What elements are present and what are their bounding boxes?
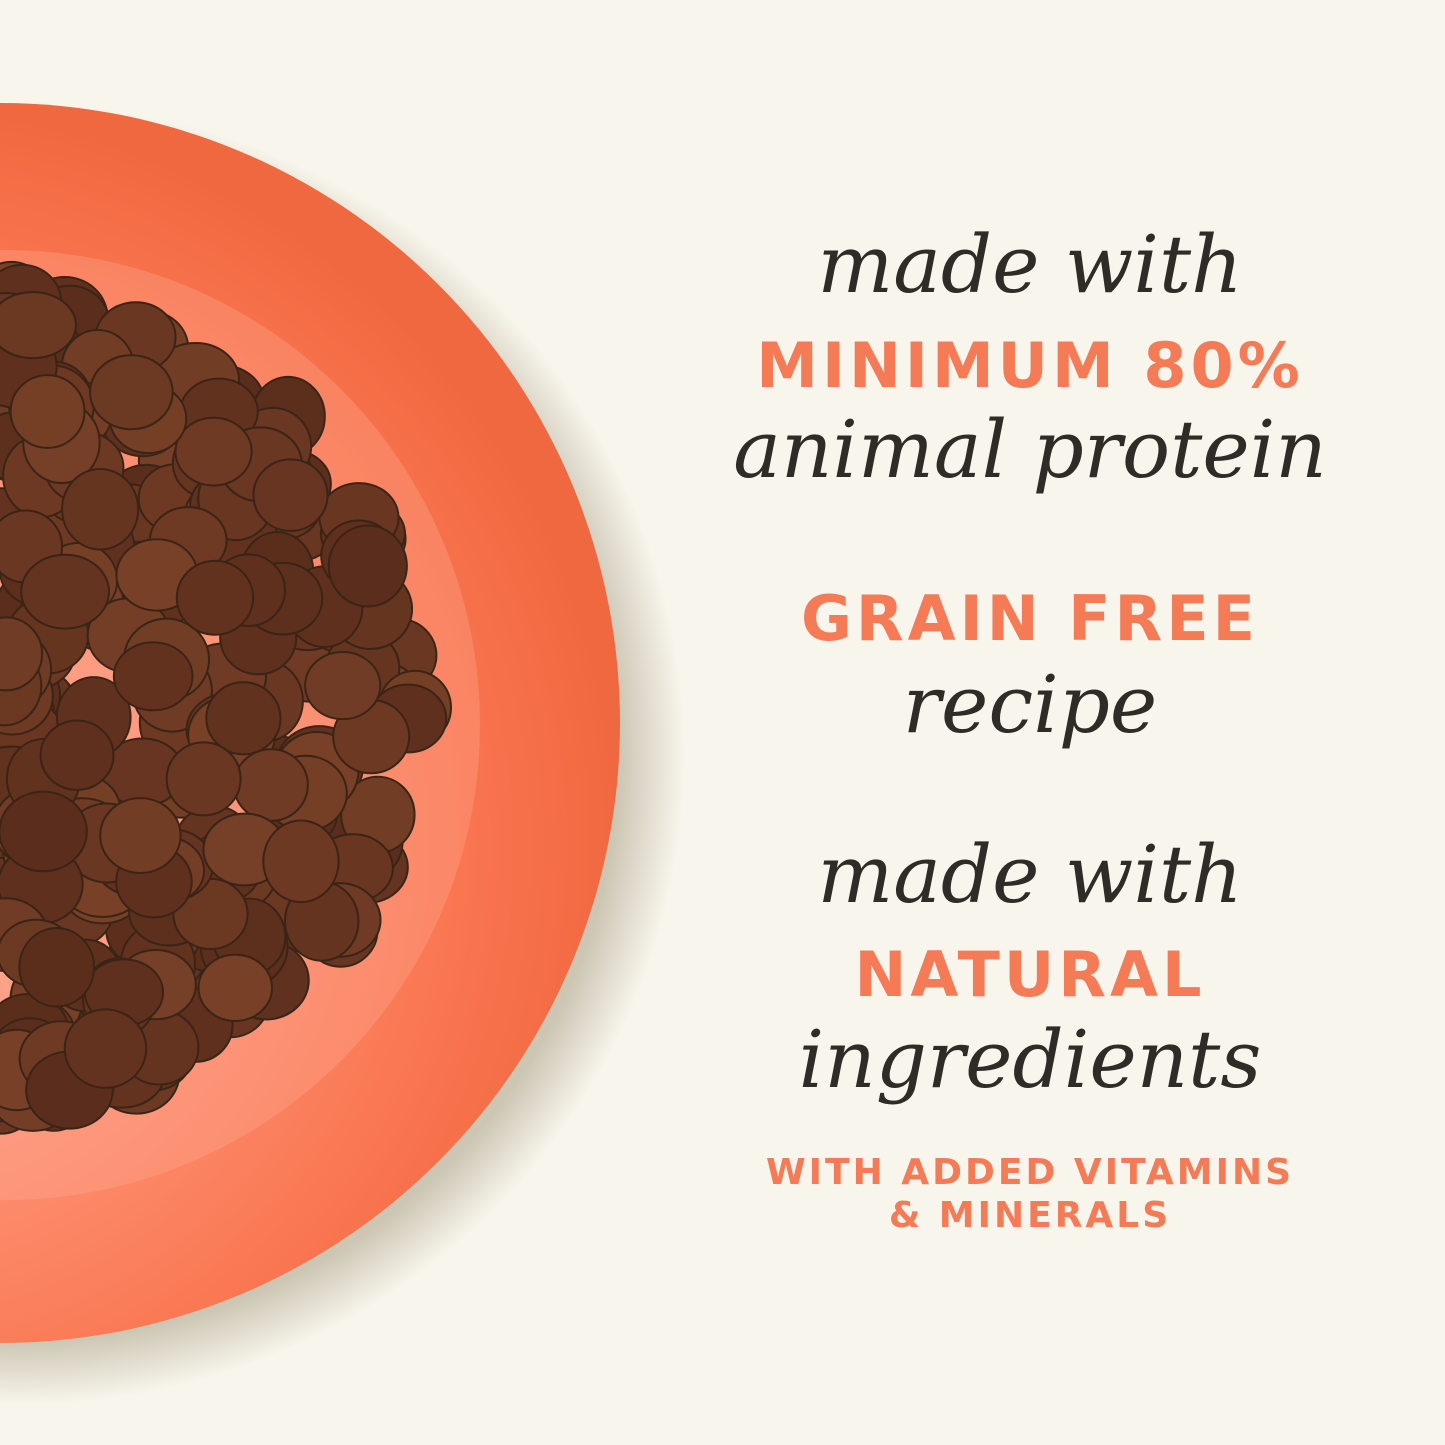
kibble-piece <box>20 553 111 630</box>
kibble-piece <box>112 641 194 712</box>
kibble-piece <box>89 354 174 431</box>
claim3-note-line2: & MINERALS <box>888 1195 1172 1236</box>
claim3-script-bottom: ingredients <box>798 1013 1262 1106</box>
kibble-piece <box>0 790 88 873</box>
kibble-piece <box>197 953 274 1022</box>
kibble-piece <box>0 616 44 692</box>
claim1-caps: MINIMUM 80% <box>756 329 1304 402</box>
kibble-piece <box>9 374 86 449</box>
claim2-script-bottom: recipe <box>902 658 1158 751</box>
claim3-script-top: made with <box>817 828 1243 921</box>
kibble-pile <box>0 260 452 1135</box>
kibble-piece <box>99 797 182 874</box>
kibble-piece <box>165 741 242 817</box>
kibble-piece <box>205 681 282 756</box>
kibble-piece <box>61 468 140 551</box>
claim3-note-line1: WITH ADDED VITAMINS <box>765 1152 1295 1193</box>
kibble-piece <box>175 559 255 636</box>
kibble-piece <box>63 1008 148 1089</box>
kibble-piece <box>0 291 77 360</box>
claim3-caps: NATURAL <box>854 938 1206 1011</box>
kibble-piece <box>327 524 408 608</box>
kibble-piece <box>233 748 309 822</box>
kibble-piece <box>252 458 329 532</box>
kibble-piece <box>39 719 115 791</box>
kibble-piece <box>18 927 96 1008</box>
claim1-script-top: made with <box>817 218 1243 311</box>
claim1-script-bottom: animal protein <box>733 403 1327 496</box>
claim2-caps: GRAIN FREE <box>801 582 1259 655</box>
kibble-piece <box>262 819 340 904</box>
kibble-piece <box>304 650 382 721</box>
kibble-piece <box>174 416 253 487</box>
